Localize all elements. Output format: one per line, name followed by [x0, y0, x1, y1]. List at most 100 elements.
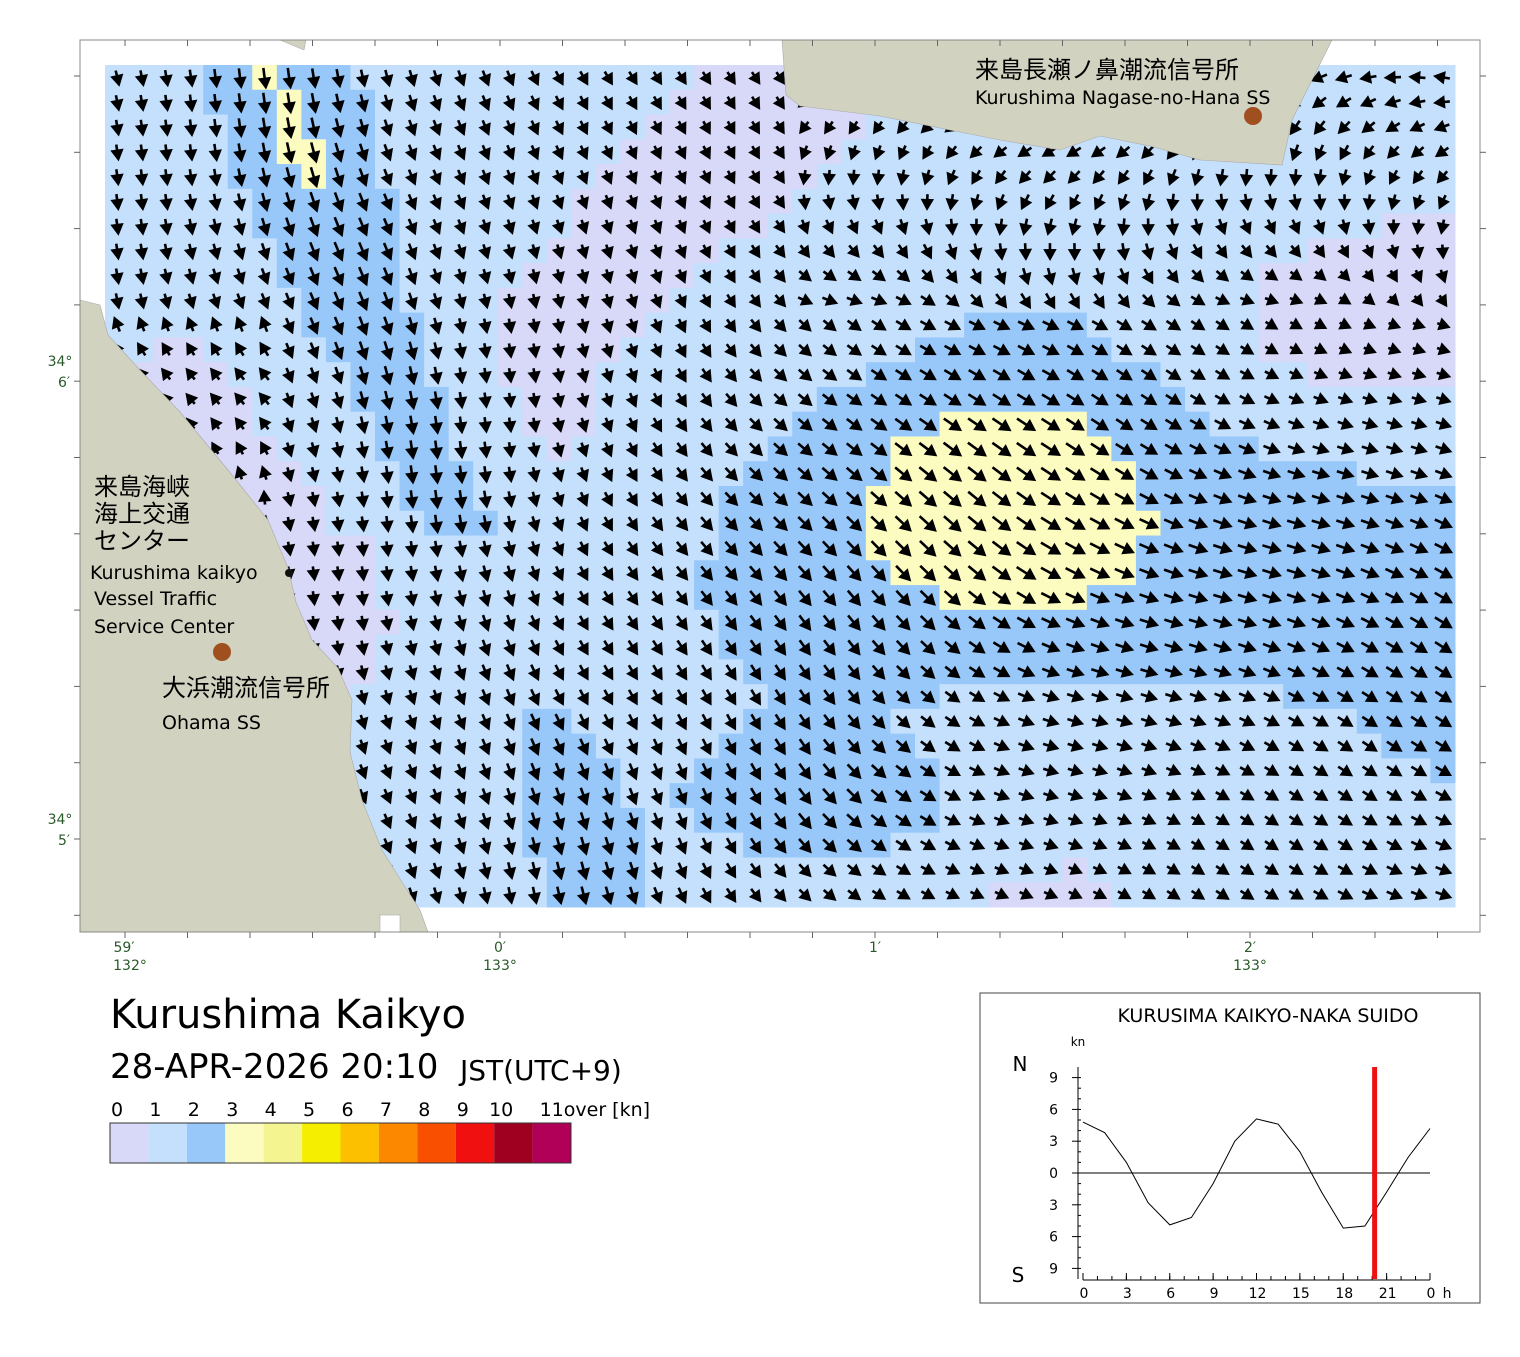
- current-arrow: [184, 69, 198, 88]
- current-arrow: [233, 193, 247, 212]
- current-arrow: [1432, 71, 1451, 85]
- current-arrow: [380, 193, 393, 212]
- current-arrow: [380, 94, 394, 113]
- current-arrow: [1117, 293, 1131, 309]
- current-arrow: [502, 293, 517, 310]
- current-arrow: [625, 219, 639, 235]
- current-arrow: [1165, 318, 1182, 331]
- current-arrow: [331, 167, 345, 188]
- current-arrow: [1215, 168, 1229, 187]
- current-arrow: [551, 145, 565, 161]
- current-arrow: [944, 218, 959, 236]
- current-arrow: [527, 293, 541, 310]
- legend-swatch: [225, 1123, 264, 1163]
- x-tick-label: 9: [1210, 1286, 1219, 1302]
- current-arrow: [1288, 268, 1303, 281]
- current-arrow: [674, 170, 687, 185]
- current-arrow: [649, 170, 663, 185]
- current-arrow: [1264, 168, 1278, 187]
- current-arrow: [331, 118, 345, 139]
- current-arrow: [576, 169, 589, 185]
- current-arrow: [723, 269, 736, 284]
- current-arrow: [331, 93, 345, 114]
- current-arrow: [110, 218, 124, 236]
- current-arrow: [551, 318, 566, 334]
- current-arrow: [1167, 168, 1180, 186]
- current-arrow: [723, 71, 736, 86]
- current-arrow: [797, 219, 810, 235]
- current-arrow: [650, 71, 663, 86]
- current-arrow: [552, 70, 564, 86]
- current-arrow: [233, 118, 247, 139]
- current-arrow: [1314, 144, 1327, 161]
- current-arrow: [1411, 244, 1425, 260]
- current-arrow: [551, 268, 565, 285]
- center-name-en: Kurushima kaikyo: [90, 562, 258, 584]
- current-arrow: [282, 292, 295, 310]
- current-arrow: [1093, 193, 1106, 211]
- current-arrow: [404, 193, 418, 211]
- current-arrow: [1141, 218, 1155, 237]
- current-arrow: [404, 119, 418, 137]
- current-arrow: [134, 70, 148, 87]
- current-arrow: [1214, 193, 1229, 212]
- current-arrow: [847, 169, 861, 186]
- current-arrow: [674, 293, 687, 309]
- current-arrow: [1386, 269, 1398, 283]
- current-arrow: [404, 69, 418, 88]
- current-arrow: [649, 219, 663, 235]
- current-arrow: [134, 268, 148, 285]
- current-arrow: [1412, 170, 1426, 185]
- current-arrow: [1313, 169, 1327, 187]
- current-arrow: [1067, 170, 1081, 184]
- current-arrow: [994, 293, 1008, 309]
- station-dot: [213, 643, 231, 661]
- current-arrow: [257, 242, 271, 261]
- legend-label: 5: [303, 1099, 315, 1121]
- current-arrow: [502, 169, 516, 186]
- legend-label: 7: [380, 1099, 392, 1121]
- current-arrow: [380, 291, 394, 311]
- current-arrow: [921, 169, 935, 186]
- legend-swatch: [148, 1123, 187, 1163]
- lon-min: 2′: [1244, 940, 1256, 956]
- current-arrow: [380, 143, 394, 162]
- current-arrow: [650, 95, 662, 111]
- current-arrow: [1435, 269, 1449, 284]
- y-tick-label: 0: [1049, 1166, 1058, 1182]
- current-arrow: [772, 170, 785, 185]
- current-arrow: [993, 145, 1008, 158]
- current-arrow: [1066, 318, 1085, 331]
- current-arrow: [502, 70, 516, 87]
- current-arrow: [355, 94, 369, 113]
- current-arrow: [134, 293, 148, 310]
- current-arrow: [1436, 170, 1450, 184]
- current-arrow: [872, 145, 886, 161]
- current-arrow: [404, 169, 418, 186]
- current-arrow: [723, 96, 736, 110]
- current-arrow: [600, 120, 613, 136]
- current-arrow: [1337, 194, 1352, 211]
- current-arrow: [1263, 219, 1276, 235]
- current-arrow: [282, 267, 295, 286]
- current-arrow: [527, 318, 541, 334]
- legend-swatch: [532, 1123, 571, 1163]
- current-arrow: [453, 144, 467, 161]
- current-arrow: [380, 242, 394, 261]
- current-arrow: [1214, 218, 1228, 236]
- current-arrow: [405, 316, 418, 336]
- current-arrow: [1092, 218, 1107, 236]
- current-arrow: [380, 316, 394, 336]
- current-arrow: [1433, 95, 1450, 109]
- current-arrow: [846, 219, 859, 235]
- current-arrow: [307, 191, 321, 213]
- current-arrow: [478, 318, 492, 335]
- current-arrow: [723, 120, 736, 135]
- center-name-en: Service Center: [94, 616, 234, 638]
- current-arrow: [576, 318, 590, 334]
- current-arrow: [699, 269, 712, 284]
- current-arrow: [355, 118, 369, 138]
- current-arrow: [429, 194, 442, 211]
- current-arrow: [994, 218, 1008, 236]
- current-arrow: [773, 244, 786, 259]
